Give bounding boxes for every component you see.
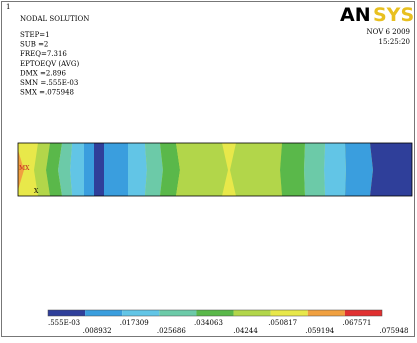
legend-swatch <box>122 310 160 316</box>
info-line: FREQ=7.316 <box>20 50 67 58</box>
band <box>70 143 85 196</box>
logo-accent: SYS <box>373 4 414 26</box>
legend-outline <box>47 309 383 317</box>
info-line: EPTOEQV (AVG) <box>20 60 79 68</box>
band <box>160 143 180 196</box>
band <box>145 143 163 196</box>
legend-label: .050817 <box>268 319 297 327</box>
band <box>18 150 24 190</box>
legend-label: .008932 <box>83 327 112 335</box>
legend-label: .017309 <box>120 319 149 327</box>
band <box>46 143 62 196</box>
band <box>280 143 305 196</box>
info-line: DMX =2.896 <box>20 69 66 77</box>
legend-label: .555E-03 <box>48 319 80 327</box>
legend-swatch <box>270 310 308 316</box>
beam <box>17 142 413 197</box>
time: 15:25:20 <box>379 38 410 46</box>
band <box>128 143 147 196</box>
band <box>104 143 128 196</box>
max-marker: MX <box>19 165 30 172</box>
band <box>370 143 412 196</box>
band <box>345 143 373 196</box>
legend-label: .025686 <box>157 327 186 335</box>
logo-main: AN <box>340 4 371 26</box>
info-line: SMN =.555E-03 <box>20 79 78 87</box>
legend-swatch <box>196 310 234 316</box>
info-line: STEP=1 <box>20 31 50 39</box>
band <box>34 143 50 196</box>
info-line: SUB =2 <box>20 41 48 49</box>
window-number: 1 <box>6 3 10 11</box>
band <box>58 143 72 196</box>
beam-outline <box>17 142 413 197</box>
info-line: SMX =.075948 <box>20 89 74 97</box>
band <box>176 143 228 196</box>
legend-swatch <box>233 310 271 316</box>
legend-swatch <box>159 310 197 316</box>
legend-label: .059194 <box>305 327 334 335</box>
legend-swatch <box>344 310 382 316</box>
band <box>84 143 94 196</box>
band <box>94 143 104 196</box>
legend-label: .075948 <box>380 327 409 335</box>
plot-title: NODAL SOLUTION <box>20 15 89 23</box>
date: NOV 6 2009 <box>366 28 410 36</box>
axis-marker: X <box>34 188 39 195</box>
legend-label: .034063 <box>194 319 223 327</box>
legend-label: .067571 <box>342 319 371 327</box>
legend-swatch <box>85 310 123 316</box>
legend-label: .04244 <box>233 327 258 335</box>
legend-swatch <box>307 310 345 316</box>
band <box>304 143 325 196</box>
band <box>324 143 346 196</box>
legend-swatch <box>48 310 86 316</box>
band <box>230 143 282 196</box>
